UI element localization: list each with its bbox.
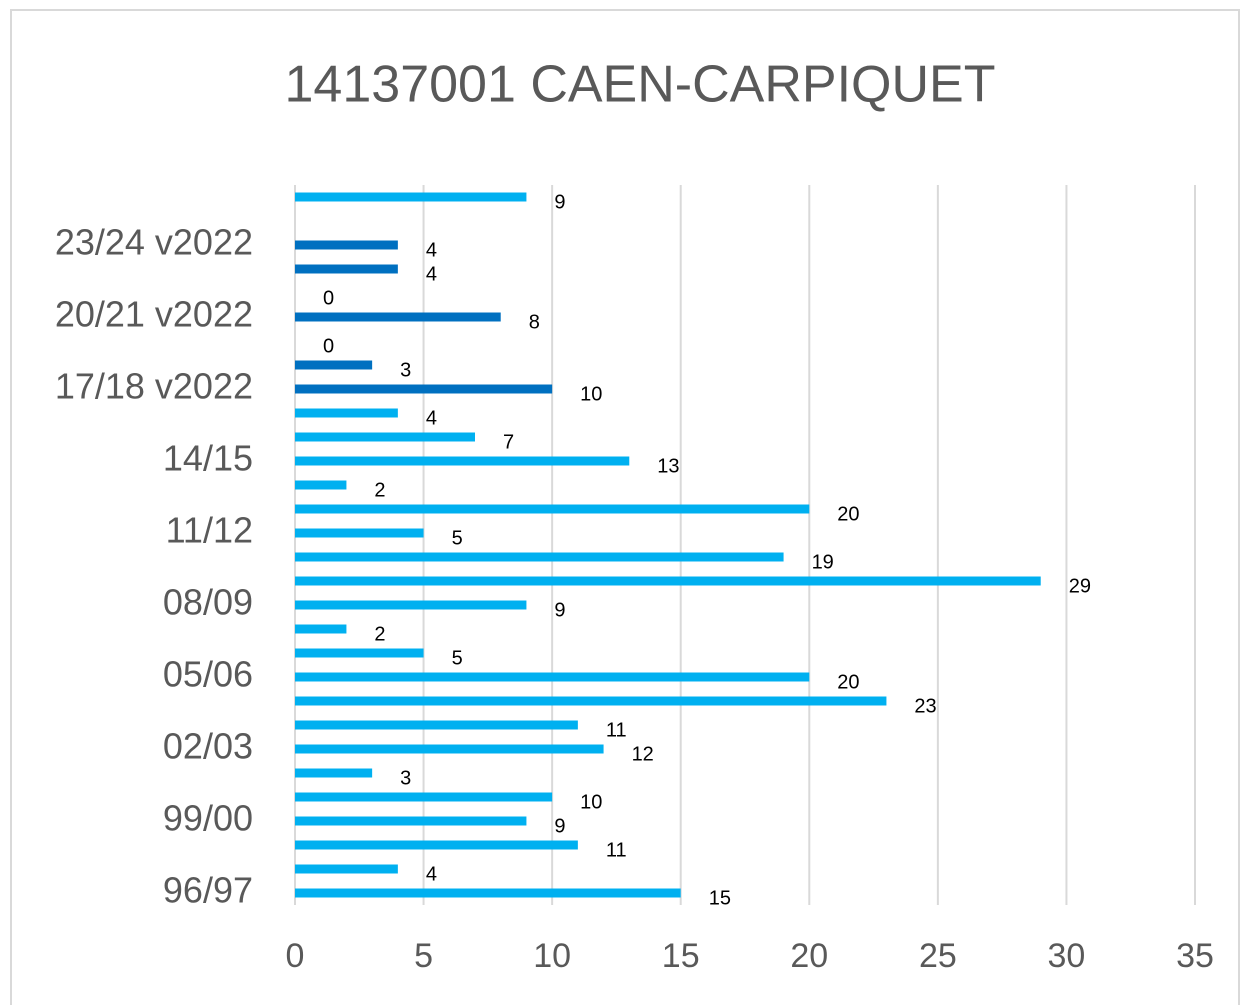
value-label: 5	[452, 647, 463, 669]
value-label: 7	[503, 431, 514, 453]
value-label: 11	[606, 839, 627, 861]
bar	[295, 816, 527, 826]
value-label: 2	[374, 623, 385, 645]
bar	[295, 504, 810, 514]
bar	[295, 792, 553, 802]
bar	[295, 552, 784, 562]
bar	[295, 264, 398, 274]
bar	[295, 696, 887, 706]
x-tick-label: 25	[919, 937, 957, 975]
bar	[295, 528, 424, 538]
value-label: 10	[580, 791, 602, 813]
value-label: 23	[914, 695, 936, 717]
chart-title: 14137001 CAEN-CARPIQUET	[285, 56, 996, 114]
value-label: 4	[426, 239, 437, 261]
bar	[295, 576, 1041, 586]
x-tick-label: 5	[414, 937, 433, 975]
y-tick-label: 14/15	[163, 438, 253, 479]
bar	[295, 408, 398, 418]
y-tick-label: 96/97	[163, 870, 253, 911]
bar	[295, 648, 424, 658]
value-label: 13	[657, 455, 679, 477]
bar	[295, 384, 553, 394]
bar	[295, 600, 527, 610]
value-label: 3	[400, 359, 411, 381]
bar	[295, 360, 373, 370]
bar	[295, 456, 630, 466]
value-label: 4	[426, 863, 437, 885]
y-tick-label: 02/03	[163, 726, 253, 767]
bar	[295, 240, 398, 250]
bar	[295, 312, 501, 322]
bar	[295, 624, 347, 634]
value-label: 4	[426, 407, 437, 429]
value-label: 20	[837, 671, 859, 693]
value-label: 0	[323, 335, 334, 357]
bar	[295, 672, 810, 682]
value-label: 2	[374, 479, 385, 501]
value-label: 4	[426, 263, 437, 285]
bar	[295, 720, 578, 730]
x-tick-label: 30	[1048, 937, 1086, 975]
value-label: 3	[400, 767, 411, 789]
y-tick-label: 23/24 v2022	[55, 222, 253, 263]
y-tick-label: 99/00	[163, 798, 253, 839]
value-label: 8	[529, 311, 540, 333]
y-tick-label: 05/06	[163, 654, 253, 695]
bar	[295, 888, 681, 898]
x-tick-label: 20	[790, 937, 828, 975]
value-label: 10	[580, 383, 602, 405]
x-tick-label: 35	[1176, 937, 1214, 975]
value-label: 9	[554, 191, 565, 213]
y-tick-label: 11/12	[166, 510, 253, 551]
y-tick-label: 08/09	[163, 582, 253, 623]
bar	[295, 768, 373, 778]
x-tick-label: 10	[533, 937, 571, 975]
value-label: 29	[1069, 575, 1091, 597]
bar	[295, 192, 527, 202]
value-label: 11	[606, 719, 627, 741]
y-tick-label: 20/21 v2022	[55, 294, 253, 335]
y-tick-label: 17/18 v2022	[55, 366, 253, 407]
bar	[295, 432, 475, 442]
value-label: 12	[632, 743, 654, 765]
bar	[295, 744, 604, 754]
value-label: 0	[323, 287, 334, 309]
bar	[295, 480, 347, 490]
x-tick-label: 15	[662, 937, 700, 975]
value-label: 5	[452, 527, 463, 549]
value-label: 9	[554, 599, 565, 621]
bar	[295, 840, 578, 850]
value-label: 20	[837, 503, 859, 525]
value-label: 19	[812, 551, 834, 573]
bar	[295, 864, 398, 874]
value-label: 9	[554, 815, 565, 837]
x-tick-label: 0	[286, 937, 305, 975]
value-label: 15	[709, 887, 731, 909]
